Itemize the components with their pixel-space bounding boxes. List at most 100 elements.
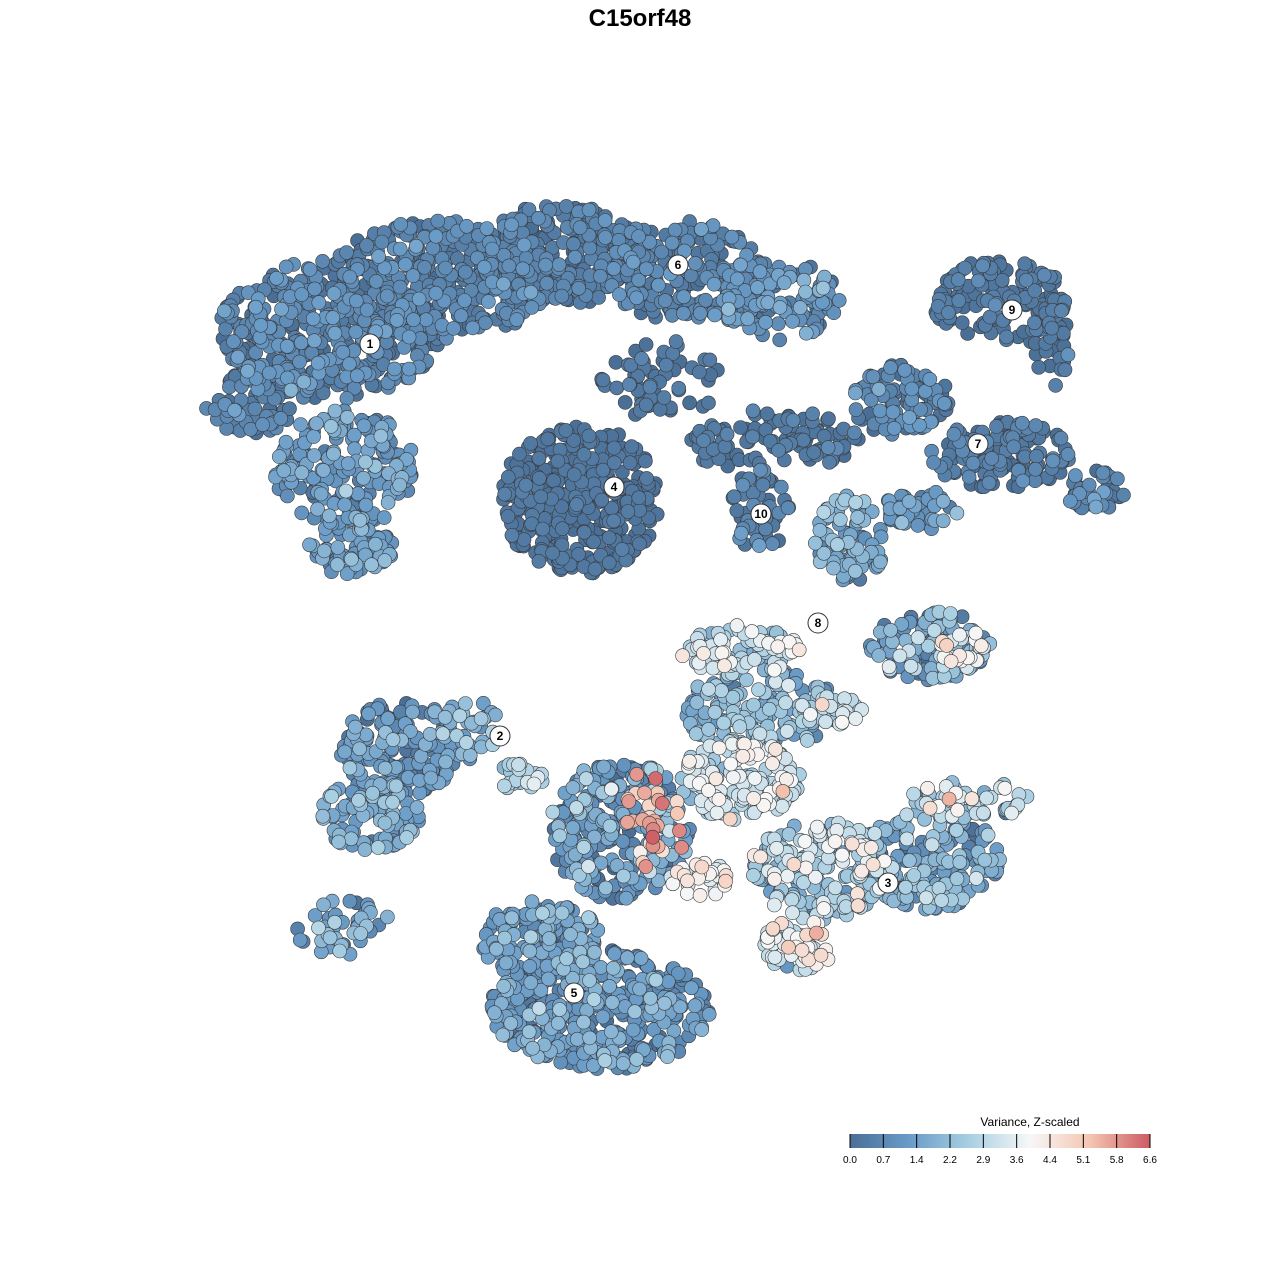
cell-point bbox=[438, 754, 453, 770]
cell-point bbox=[377, 760, 393, 776]
cell-point bbox=[522, 959, 538, 974]
cell-point bbox=[526, 776, 542, 792]
cell-point bbox=[457, 293, 472, 308]
cell-point bbox=[765, 536, 780, 552]
cell-point bbox=[625, 254, 641, 270]
cell-point bbox=[458, 696, 473, 711]
cell-point bbox=[348, 324, 364, 340]
cell-point bbox=[970, 273, 986, 289]
cell-point bbox=[597, 213, 613, 228]
cell-point bbox=[883, 360, 898, 375]
cell-point bbox=[747, 652, 762, 667]
cell-point bbox=[316, 897, 331, 913]
cell-point bbox=[780, 500, 796, 516]
cell-point bbox=[1045, 453, 1061, 469]
cell-point bbox=[578, 771, 594, 787]
cell-point bbox=[740, 311, 756, 327]
cell-point bbox=[746, 868, 761, 883]
cell-point bbox=[693, 222, 709, 237]
cell-point bbox=[521, 1024, 537, 1040]
cell-point bbox=[550, 453, 566, 469]
cell-point bbox=[347, 719, 363, 735]
cell-point bbox=[639, 471, 654, 486]
cell-point bbox=[311, 295, 327, 310]
cell-point bbox=[766, 897, 782, 913]
cell-point bbox=[342, 269, 358, 285]
cell-point bbox=[545, 804, 561, 820]
cell-point bbox=[899, 831, 915, 847]
cell-point bbox=[865, 369, 881, 385]
cell-point bbox=[356, 470, 371, 486]
cell-point bbox=[523, 929, 539, 945]
cell-point bbox=[826, 560, 841, 576]
cell-point bbox=[620, 504, 636, 519]
cell-point bbox=[821, 411, 836, 427]
cell-point bbox=[769, 840, 785, 856]
cell-point bbox=[437, 709, 453, 725]
cell-point bbox=[596, 759, 611, 775]
cell-point bbox=[227, 402, 242, 418]
cell-point bbox=[822, 454, 837, 470]
cell-point bbox=[342, 760, 358, 776]
cell-point bbox=[332, 943, 348, 959]
cell-point bbox=[603, 1024, 619, 1039]
cell-point bbox=[592, 268, 608, 284]
cell-point bbox=[604, 995, 620, 1010]
cell-point bbox=[496, 778, 512, 794]
cell-point bbox=[867, 826, 883, 841]
cell-point bbox=[688, 726, 704, 742]
cell-point bbox=[785, 905, 800, 921]
cell-point bbox=[716, 715, 732, 731]
cell-point bbox=[1063, 493, 1078, 509]
cell-point bbox=[776, 275, 792, 291]
cell-point bbox=[847, 563, 863, 579]
cell-point bbox=[746, 697, 761, 713]
cell-point bbox=[906, 786, 921, 802]
cell-point bbox=[755, 477, 771, 493]
cell-point bbox=[498, 955, 514, 971]
cell-points bbox=[199, 199, 1131, 1076]
cell-point bbox=[871, 381, 887, 397]
cell-point bbox=[342, 356, 357, 372]
cell-point bbox=[515, 261, 531, 277]
cell-point bbox=[370, 840, 386, 855]
cell-point bbox=[269, 270, 284, 286]
cell-point bbox=[624, 439, 640, 454]
cell-point bbox=[339, 391, 355, 406]
cell-point bbox=[899, 807, 915, 823]
cell-point bbox=[531, 553, 547, 569]
cell-point bbox=[713, 632, 729, 648]
cell-point bbox=[504, 910, 520, 926]
cell-point bbox=[1095, 465, 1111, 481]
cell-point bbox=[643, 990, 658, 1006]
cell-point bbox=[871, 648, 887, 663]
cell-point bbox=[696, 433, 711, 448]
cell-point bbox=[803, 707, 818, 722]
cell-point bbox=[379, 288, 395, 304]
cell-point bbox=[709, 805, 725, 821]
cell-point bbox=[376, 510, 392, 525]
cell-point bbox=[922, 371, 938, 387]
cell-point bbox=[617, 395, 633, 410]
cell-point bbox=[473, 711, 489, 727]
cell-point bbox=[406, 312, 421, 328]
cell-point bbox=[941, 305, 956, 320]
cell-point bbox=[638, 453, 653, 469]
cell-point bbox=[698, 292, 713, 308]
cell-point bbox=[309, 416, 324, 431]
cell-point bbox=[438, 260, 453, 276]
cell-point bbox=[601, 530, 617, 546]
cell-point bbox=[606, 455, 622, 471]
cell-point bbox=[812, 523, 828, 538]
cell-point bbox=[377, 815, 393, 831]
cell-point bbox=[1015, 473, 1031, 489]
cell-point bbox=[347, 441, 362, 457]
cell-point bbox=[452, 708, 468, 724]
cell-point bbox=[326, 446, 341, 462]
cell-point bbox=[496, 276, 511, 292]
cell-point bbox=[374, 234, 390, 250]
cell-point bbox=[984, 451, 1000, 466]
cell-point bbox=[632, 981, 647, 997]
cell-point bbox=[352, 741, 367, 757]
cell-point bbox=[694, 1022, 710, 1037]
